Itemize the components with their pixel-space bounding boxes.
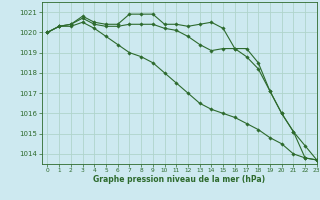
X-axis label: Graphe pression niveau de la mer (hPa): Graphe pression niveau de la mer (hPa) <box>93 175 265 184</box>
